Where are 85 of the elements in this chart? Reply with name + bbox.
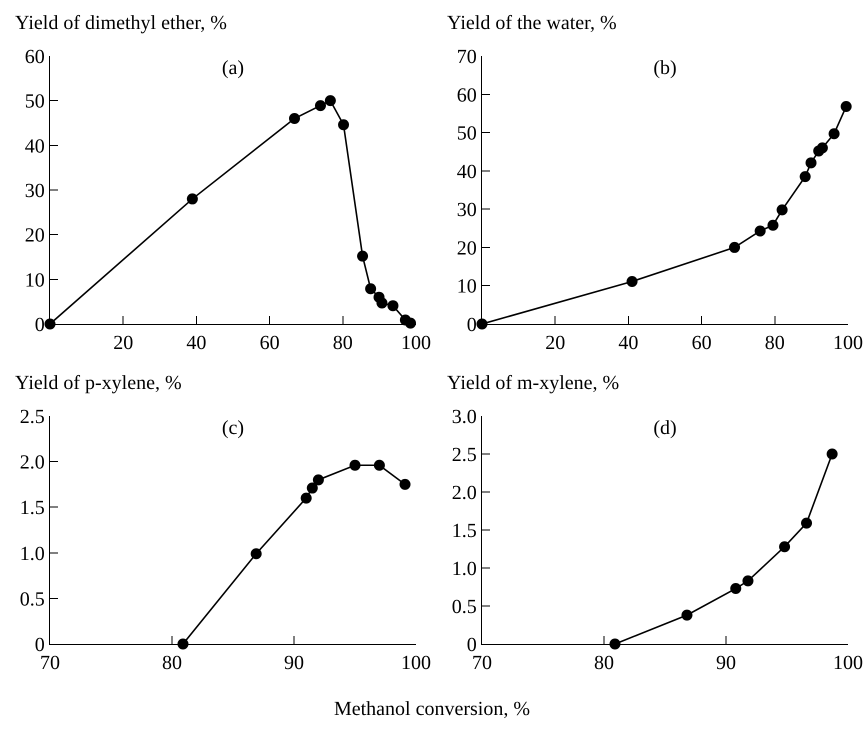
y-tick-label: 50 xyxy=(456,122,477,145)
point xyxy=(288,113,300,124)
x-tick-label: 100 xyxy=(833,652,863,674)
y-tick-label: 1.5 xyxy=(20,497,45,520)
y-tick-label: 40 xyxy=(456,160,477,183)
y-tick-label: 1.5 xyxy=(452,520,477,542)
x-tick-label: 90 xyxy=(284,652,304,674)
point xyxy=(840,101,852,112)
point xyxy=(801,518,812,529)
point xyxy=(338,119,350,130)
point xyxy=(314,100,326,112)
y-tick-label: 3.0 xyxy=(452,406,477,428)
point xyxy=(779,541,790,552)
point xyxy=(776,204,788,216)
chart-title: (a) xyxy=(222,57,244,79)
x-tick-label: 80 xyxy=(594,652,614,674)
y-tick-label: 0 xyxy=(466,314,477,336)
x-tick-label: 20 xyxy=(113,332,134,354)
point xyxy=(306,482,318,494)
point xyxy=(186,193,198,204)
y-tick-label: 10 xyxy=(456,276,477,298)
x-tick-label: 80 xyxy=(162,652,182,674)
point xyxy=(826,448,838,460)
y-axis-title: Yield of the water, % xyxy=(447,12,617,34)
chart-title: (b) xyxy=(653,57,677,79)
x-tick-label: 100 xyxy=(401,652,431,674)
y-tick-label: 2.0 xyxy=(452,482,477,504)
point xyxy=(800,171,811,182)
x-tick-label: 60 xyxy=(260,332,280,354)
y-tick-label: 2.5 xyxy=(20,406,45,428)
y-tick-label: 40 xyxy=(24,135,45,158)
point xyxy=(742,575,754,586)
point xyxy=(681,610,692,621)
point xyxy=(312,474,324,486)
x-tick-label: 40 xyxy=(186,332,206,354)
x-tick-label: 80 xyxy=(764,332,785,354)
point xyxy=(250,548,262,560)
x-tick-label: 80 xyxy=(332,332,353,354)
y-tick-label: 1.0 xyxy=(452,558,477,580)
y-tick-label: 0 xyxy=(34,634,45,656)
x-axis-title: Methanol conversion, % xyxy=(332,698,532,721)
y-axis-title: Yield of p-xylene, % xyxy=(15,372,182,394)
point xyxy=(350,460,360,471)
y-tick-label: 0 xyxy=(466,634,477,656)
point xyxy=(816,142,828,154)
point xyxy=(376,298,388,309)
y-tick-label: 60 xyxy=(24,46,45,68)
point xyxy=(357,250,368,262)
point xyxy=(730,583,742,594)
point xyxy=(767,220,778,231)
y-tick-label: 10 xyxy=(24,269,45,292)
y-axis-title: Yield of m-xylene, % xyxy=(447,372,620,394)
y-tick-label: 50 xyxy=(24,90,45,113)
point xyxy=(754,225,766,236)
point xyxy=(300,492,312,504)
y-tick-label: 60 xyxy=(456,84,477,106)
point xyxy=(729,242,740,253)
x-tick-label: 60 xyxy=(692,332,712,354)
y-tick-label: 0.5 xyxy=(20,588,45,610)
x-tick-label: 40 xyxy=(618,332,638,354)
x-tick-label: 100 xyxy=(401,332,431,354)
y-tick-label: 20 xyxy=(456,237,477,260)
point xyxy=(374,460,385,471)
point xyxy=(626,276,638,287)
x-tick-label: 90 xyxy=(716,652,736,674)
chart-title: (c) xyxy=(222,417,244,439)
point xyxy=(324,95,336,106)
chart-title: (d) xyxy=(653,417,677,439)
x-tick-label: 20 xyxy=(545,332,566,354)
y-tick-label: 30 xyxy=(24,180,45,202)
y-tick-label: 0 xyxy=(34,314,45,336)
y-tick-label: 0.5 xyxy=(452,596,477,618)
y-axis-title: Yield of dimethyl ether, % xyxy=(15,12,227,34)
point xyxy=(365,283,376,294)
x-tick-label: 100 xyxy=(833,332,863,354)
y-tick-label: 2.0 xyxy=(20,452,45,474)
point xyxy=(806,157,817,168)
y-tick-label: 30 xyxy=(456,199,477,222)
y-tick-label: 20 xyxy=(24,224,45,247)
point xyxy=(828,128,840,140)
point xyxy=(400,478,411,490)
y-tick-label: 1.0 xyxy=(20,542,45,565)
y-tick-label: 2.5 xyxy=(452,444,477,466)
y-tick-label: 70 xyxy=(456,46,477,68)
point xyxy=(387,300,398,312)
